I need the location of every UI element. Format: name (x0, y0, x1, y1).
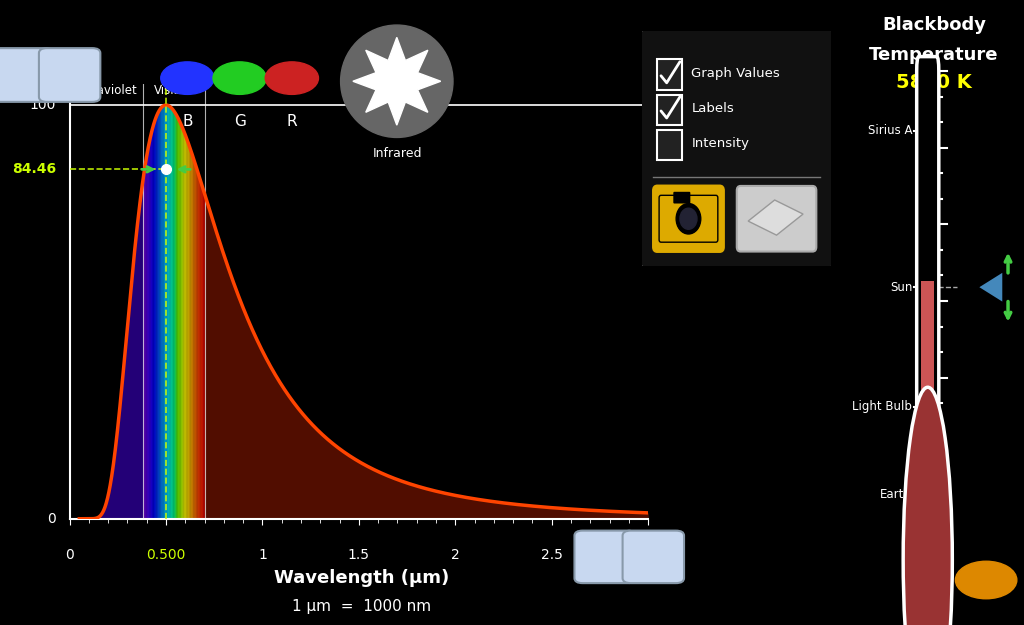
Text: Wavelength (μm): Wavelength (μm) (273, 569, 450, 587)
Bar (922, 525, 934, 560)
Text: Infrared: Infrared (373, 147, 422, 160)
FancyBboxPatch shape (674, 192, 690, 204)
Circle shape (680, 208, 697, 229)
Text: Sun: Sun (890, 281, 912, 294)
FancyBboxPatch shape (737, 186, 816, 251)
Text: B: B (182, 114, 193, 129)
Text: 0: 0 (47, 512, 56, 526)
Polygon shape (749, 200, 803, 235)
FancyBboxPatch shape (653, 186, 724, 251)
Text: G: G (233, 114, 246, 129)
FancyBboxPatch shape (657, 129, 682, 160)
Text: 0: 0 (66, 548, 74, 562)
Polygon shape (353, 38, 440, 125)
Text: Infrared: Infrared (374, 84, 421, 97)
Circle shape (903, 388, 952, 625)
Text: Sirius A: Sirius A (867, 124, 912, 138)
Polygon shape (979, 273, 1002, 302)
Text: Visible: Visible (155, 84, 194, 97)
Text: R: R (287, 114, 297, 129)
Bar (922, 281, 934, 525)
Text: +: + (60, 65, 79, 85)
Text: Earth: Earth (881, 488, 912, 501)
Text: Ultraviolet: Ultraviolet (76, 84, 137, 97)
Text: −: − (597, 548, 613, 566)
FancyBboxPatch shape (657, 59, 682, 90)
Text: Light Bulb: Light Bulb (852, 400, 912, 413)
Text: Intensity: Intensity (691, 138, 750, 150)
Text: 1: 1 (258, 548, 267, 562)
Text: Graph Values: Graph Values (691, 67, 780, 80)
Text: 2: 2 (451, 548, 460, 562)
Circle shape (341, 25, 453, 138)
Text: Labels: Labels (691, 102, 734, 115)
Text: −: − (13, 65, 32, 85)
FancyBboxPatch shape (916, 57, 939, 546)
Text: ↺: ↺ (977, 570, 995, 590)
Text: 1.5: 1.5 (348, 548, 370, 562)
Text: 3: 3 (644, 548, 652, 562)
Circle shape (676, 204, 700, 234)
FancyBboxPatch shape (659, 195, 718, 242)
Text: +: + (645, 548, 662, 566)
Text: 84.46: 84.46 (12, 162, 56, 176)
Text: 0.500: 0.500 (146, 548, 185, 562)
Text: Temperature: Temperature (869, 46, 998, 64)
Text: 5800 K: 5800 K (896, 73, 972, 92)
Text: Blackbody: Blackbody (882, 16, 986, 34)
Text: 2.5: 2.5 (541, 548, 563, 562)
Text: 1 μm  =  1000 nm: 1 μm = 1000 nm (292, 599, 431, 614)
FancyBboxPatch shape (640, 29, 834, 268)
FancyBboxPatch shape (657, 94, 682, 125)
Text: 100: 100 (30, 98, 56, 112)
